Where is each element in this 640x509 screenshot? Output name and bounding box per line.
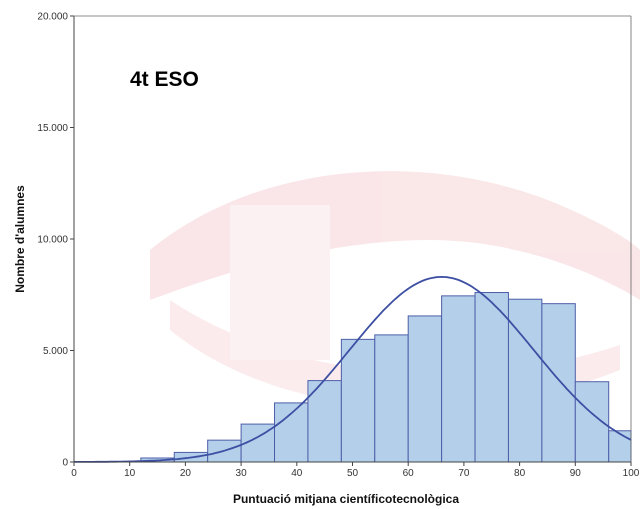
normal-curve [74,275,632,463]
x-tick-label: 10 [124,468,136,479]
histogram-bar-8 [340,338,376,463]
y-tick-label: 0 [62,458,68,469]
y-tick-label: 10.000 [37,235,68,246]
x-tick-label: 100 [623,468,640,479]
y-tick-label: 5.000 [43,346,68,357]
histogram-bar-9 [374,334,409,463]
chart-annotation: 4t ESO [130,68,199,91]
x-axis-title: Puntuació mitjana científicotecnològica [233,492,459,506]
histogram-bar-16 [608,430,632,463]
histogram-bar-11 [441,295,476,463]
y-tick-label: 20.000 [37,12,68,23]
y-tick-label: 15.000 [37,123,68,134]
x-tick-label: 20 [180,468,192,479]
x-axis-ticks: 0 10 20 30 40 50 60 70 80 90 100 [71,462,640,479]
histogram-bar-13 [507,298,543,463]
x-tick-label: 60 [403,468,415,479]
x-tick-label: 30 [236,468,248,479]
histogram-bar-10 [407,315,443,463]
y-axis-title: Nombre d'alumnes [13,185,27,293]
x-tick-label: 70 [458,468,470,479]
histogram-bars [106,292,632,463]
histogram-bar-14 [541,303,576,463]
x-tick-label: 0 [71,468,77,479]
histogram-bar-6 [274,402,309,463]
histogram-bar-12 [474,292,509,463]
x-tick-label: 40 [291,468,303,479]
x-tick-label: 50 [347,468,359,479]
x-tick-label: 90 [570,468,582,479]
x-tick-label: 80 [514,468,526,479]
histogram-bar-7 [307,380,342,463]
y-axis-ticks: 0 5.000 10.000 15.000 20.000 [37,12,74,469]
